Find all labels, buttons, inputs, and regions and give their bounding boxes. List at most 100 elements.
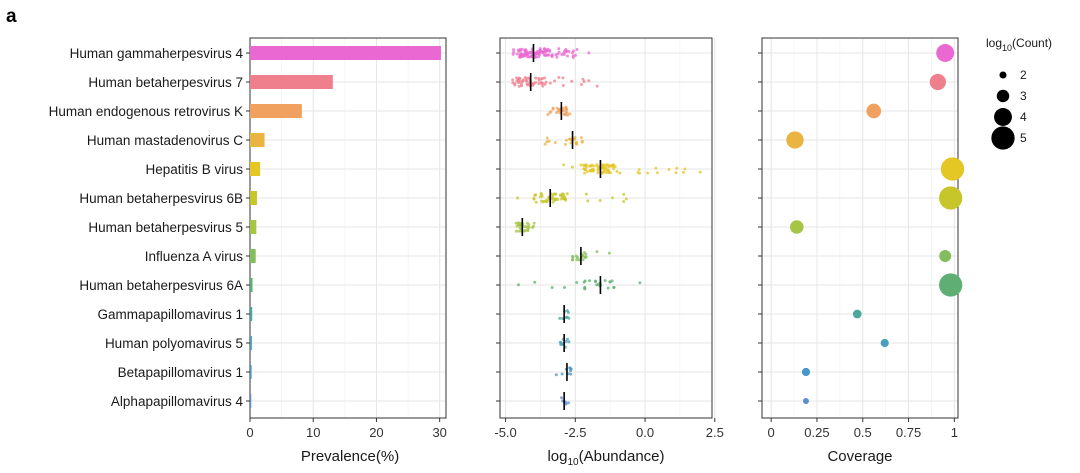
- prevalence-panel: 0 10 20 30: [246, 37, 447, 440]
- abundance-point: [563, 142, 567, 146]
- legend-title: log10(Count): [986, 36, 1052, 53]
- abundance-point: [637, 168, 641, 172]
- abundance-point: [532, 197, 536, 201]
- category-label: Gammapapillomavirus 1: [97, 307, 243, 322]
- prevalence-bar: [250, 104, 302, 118]
- prevalence-bar: [250, 75, 333, 89]
- abundance-axis-title-sub: 10: [568, 457, 580, 468]
- abundance-point: [555, 111, 559, 115]
- abundance-point: [568, 112, 572, 116]
- coverage-bubble: [801, 367, 811, 377]
- abundance-point: [570, 165, 574, 169]
- coverage-axis-title: Coverage: [827, 448, 892, 465]
- abundance-point: [611, 165, 615, 169]
- abundance-point: [592, 164, 596, 168]
- abundance-tick-label: -5.0: [494, 425, 516, 440]
- abundance-point: [553, 79, 557, 83]
- category-label: Human betaherpesvirus 7: [88, 75, 243, 90]
- coverage-frame: [761, 37, 959, 419]
- abundance-point: [595, 250, 599, 254]
- abundance-point: [587, 279, 591, 283]
- abundance-point: [518, 224, 522, 228]
- abundance-point: [522, 229, 526, 233]
- abundance-point: [559, 343, 563, 347]
- abundance-point: [511, 52, 515, 56]
- abundance-point: [517, 84, 521, 88]
- prevalence-bar: [250, 162, 261, 176]
- abundance-point: [584, 163, 588, 167]
- abundance-point: [598, 199, 602, 203]
- abundance-point: [567, 137, 571, 141]
- abundance-point: [575, 280, 579, 284]
- abundance-point: [532, 221, 536, 225]
- abundance-point: [615, 170, 619, 174]
- abundance-point: [515, 76, 519, 80]
- abundance-frame: [499, 37, 713, 419]
- coverage-bubble: [852, 309, 862, 319]
- legend-bubble: [999, 71, 1007, 79]
- abundance-point: [565, 49, 569, 53]
- abundance-axis-title-base: log: [547, 448, 567, 465]
- abundance-point: [594, 280, 598, 284]
- prevalence-tick-label: 30: [432, 425, 446, 440]
- coverage-tick-label: 1: [951, 425, 958, 440]
- abundance-point: [582, 280, 586, 284]
- abundance-point: [545, 136, 549, 140]
- abundance-point: [698, 170, 702, 174]
- abundance-point: [654, 166, 658, 170]
- abundance-point: [595, 84, 599, 88]
- abundance-point: [557, 76, 561, 80]
- abundance-point: [543, 53, 547, 57]
- legend-title-base: log: [986, 36, 1002, 50]
- coverage-tick-label: 0.5: [854, 425, 872, 440]
- abundance-point: [515, 224, 519, 228]
- coverage-tick-label: 0: [768, 425, 775, 440]
- coverage-bubble: [936, 44, 955, 62]
- abundance-point: [602, 164, 606, 168]
- coverage-bubble: [939, 273, 963, 297]
- abundance-point: [521, 79, 525, 83]
- abundance-point: [551, 200, 555, 204]
- abundance-point: [545, 48, 549, 52]
- abundance-point: [511, 81, 515, 85]
- abundance-point: [646, 171, 650, 175]
- abundance-point: [526, 228, 530, 232]
- category-label: Human betaherpesvirus 6A: [79, 278, 243, 293]
- abundance-point: [564, 108, 568, 112]
- abundance-point: [582, 80, 586, 84]
- abundance-point: [547, 139, 551, 143]
- abundance-point: [550, 285, 554, 289]
- abundance-point: [566, 113, 570, 117]
- abundance-point: [553, 141, 557, 145]
- legend-entry-label: 5: [1020, 131, 1027, 145]
- legend-entry-label: 4: [1020, 110, 1027, 124]
- abundance-point: [562, 51, 566, 55]
- abundance-point: [583, 171, 587, 175]
- abundance-point: [554, 373, 558, 377]
- abundance-point: [572, 49, 576, 53]
- prevalence-bar: [250, 365, 252, 379]
- abundance-point: [533, 280, 537, 284]
- abundance-point: [553, 198, 557, 202]
- abundance-point: [537, 55, 541, 59]
- abundance-point: [518, 55, 522, 59]
- abundance-point: [579, 82, 583, 86]
- category-label: Human endogenous retrovirus K: [49, 104, 243, 119]
- abundance-point: [575, 141, 579, 145]
- abundance-point: [511, 78, 515, 82]
- abundance-point: [579, 136, 583, 140]
- prevalence-axis-title: Prevalence(%): [301, 448, 399, 465]
- abundance-point: [564, 198, 568, 202]
- abundance-point: [537, 76, 541, 80]
- abundance-point: [548, 49, 552, 53]
- coverage-bubble: [880, 338, 889, 348]
- abundance-point: [514, 229, 518, 233]
- prevalence-bar: [250, 133, 265, 147]
- prevalence-bar: [250, 46, 441, 60]
- abundance-point: [543, 82, 547, 86]
- abundance-point: [517, 283, 521, 287]
- abundance-point: [526, 51, 530, 55]
- abundance-point: [562, 163, 566, 167]
- coverage-tick-label: 0.75: [896, 425, 921, 440]
- abundance-point: [606, 286, 610, 290]
